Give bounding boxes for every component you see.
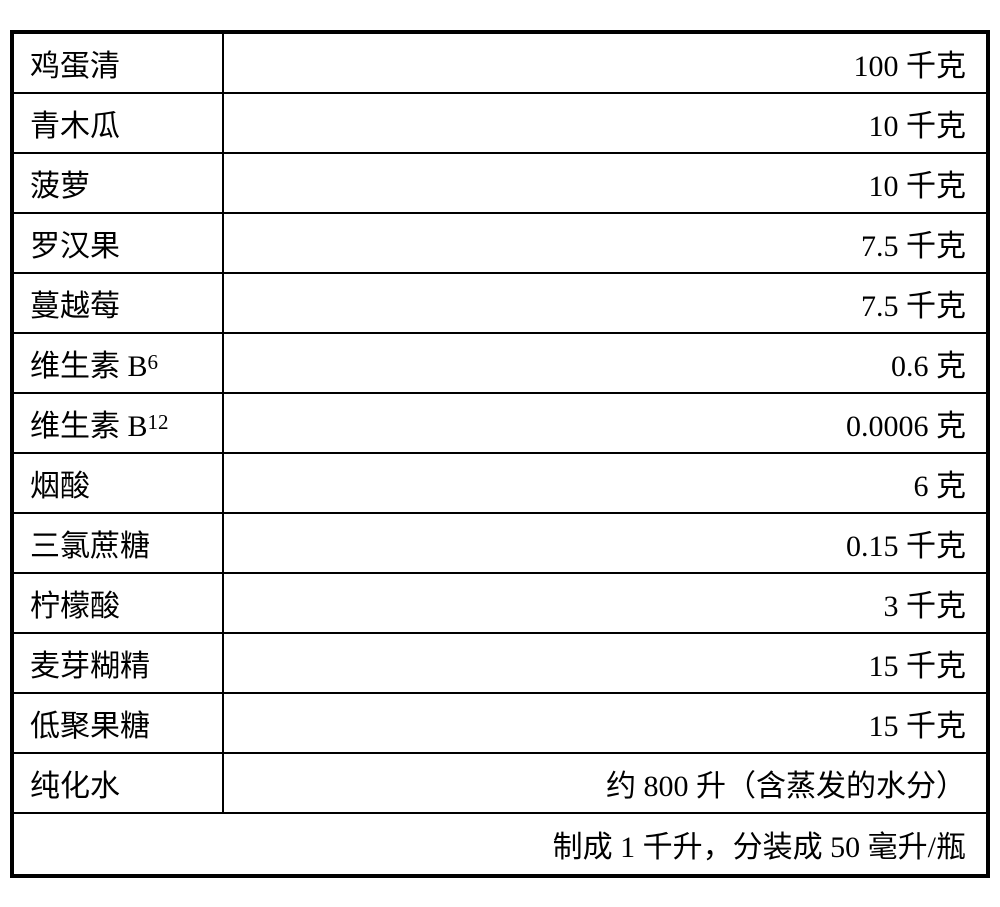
ingredient-cell: 纯化水: [14, 754, 224, 812]
ingredient-cell: 维生素 B12: [14, 394, 224, 452]
table-row: 菠萝 10 千克: [14, 154, 986, 214]
table-row: 烟酸 6 克: [14, 454, 986, 514]
amount-cell: 3 千克: [224, 574, 986, 632]
table-row: 麦芽糊精 15 千克: [14, 634, 986, 694]
table-row: 罗汉果 7.5 千克: [14, 214, 986, 274]
amount-cell: 约 800 升（含蒸发的水分）: [224, 754, 986, 812]
table-row: 柠檬酸 3 千克: [14, 574, 986, 634]
table-row: 蔓越莓 7.5 千克: [14, 274, 986, 334]
ingredient-cell: 菠萝: [14, 154, 224, 212]
amount-cell: 7.5 千克: [224, 274, 986, 332]
amount-cell: 100 千克: [224, 34, 986, 92]
amount-cell: 0.6 克: [224, 334, 986, 392]
table-footer: 制成 1 千升，分装成 50 毫升/瓶: [14, 814, 986, 874]
amount-cell: 15 千克: [224, 694, 986, 752]
ingredient-cell: 鸡蛋清: [14, 34, 224, 92]
amount-cell: 15 千克: [224, 634, 986, 692]
table-row: 低聚果糖 15 千克: [14, 694, 986, 754]
table-row: 鸡蛋清 100 千克: [14, 34, 986, 94]
ingredient-cell: 维生素 B6: [14, 334, 224, 392]
amount-cell: 0.0006 克: [224, 394, 986, 452]
table-row: 青木瓜 10 千克: [14, 94, 986, 154]
table-row: 维生素 B12 0.0006 克: [14, 394, 986, 454]
ingredient-cell: 三氯蔗糖: [14, 514, 224, 572]
ingredient-cell: 青木瓜: [14, 94, 224, 152]
ingredient-cell: 罗汉果: [14, 214, 224, 272]
table-row: 维生素 B6 0.6 克: [14, 334, 986, 394]
ingredient-cell: 柠檬酸: [14, 574, 224, 632]
amount-cell: 10 千克: [224, 154, 986, 212]
ingredient-cell: 麦芽糊精: [14, 634, 224, 692]
ingredient-cell: 低聚果糖: [14, 694, 224, 752]
ingredient-cell: 烟酸: [14, 454, 224, 512]
amount-cell: 10 千克: [224, 94, 986, 152]
table-row: 纯化水 约 800 升（含蒸发的水分）: [14, 754, 986, 814]
ingredient-cell: 蔓越莓: [14, 274, 224, 332]
amount-cell: 7.5 千克: [224, 214, 986, 272]
ingredient-table: 鸡蛋清 100 千克 青木瓜 10 千克 菠萝 10 千克 罗汉果 7.5 千克…: [10, 30, 990, 878]
table-row: 三氯蔗糖 0.15 千克: [14, 514, 986, 574]
amount-cell: 6 克: [224, 454, 986, 512]
amount-cell: 0.15 千克: [224, 514, 986, 572]
